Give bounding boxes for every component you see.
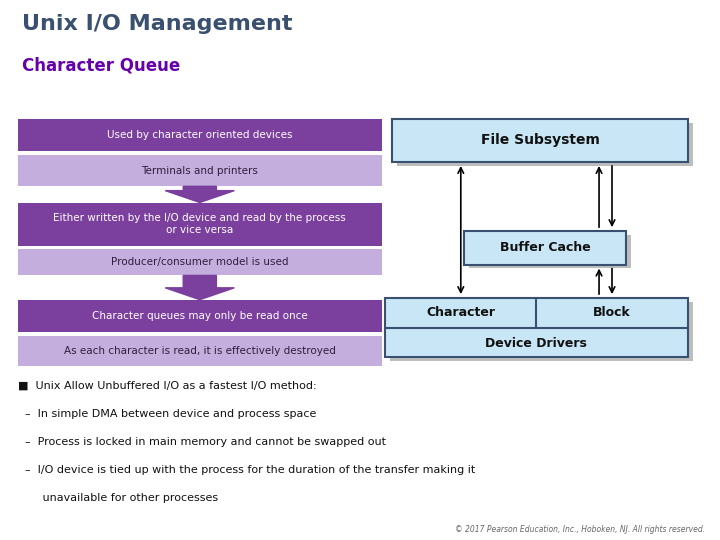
Text: File Subsystem: File Subsystem (480, 133, 600, 147)
Text: Used by character oriented devices: Used by character oriented devices (107, 130, 292, 140)
Text: Character Queue: Character Queue (22, 57, 180, 75)
FancyBboxPatch shape (18, 155, 382, 186)
FancyBboxPatch shape (469, 235, 631, 268)
Text: Unix I/O Management: Unix I/O Management (22, 14, 292, 33)
Text: –  Process is locked in main memory and cannot be swapped out: – Process is locked in main memory and c… (18, 437, 386, 447)
Polygon shape (166, 275, 235, 300)
Text: Character queues may only be read once: Character queues may only be read once (92, 311, 307, 321)
Text: Character: Character (426, 306, 495, 320)
Text: Buffer Cache: Buffer Cache (500, 241, 591, 254)
FancyBboxPatch shape (390, 302, 693, 361)
Text: Either written by the I/O device and read by the process
or vice versa: Either written by the I/O device and rea… (53, 213, 346, 235)
FancyBboxPatch shape (18, 202, 382, 246)
Text: Terminals and printers: Terminals and printers (141, 166, 258, 176)
FancyBboxPatch shape (397, 123, 693, 166)
Text: –  In simple DMA between device and process space: – In simple DMA between device and proce… (18, 409, 316, 419)
Text: unavailable for other processes: unavailable for other processes (18, 493, 218, 503)
Text: Block: Block (593, 306, 631, 320)
FancyBboxPatch shape (18, 249, 382, 275)
Polygon shape (166, 186, 235, 202)
FancyBboxPatch shape (385, 298, 688, 357)
FancyBboxPatch shape (18, 119, 382, 151)
FancyBboxPatch shape (18, 336, 382, 366)
Text: As each character is read, it is effectively destroyed: As each character is read, it is effecti… (64, 346, 336, 356)
Text: Producer/consumer model is used: Producer/consumer model is used (111, 258, 289, 267)
Text: –  I/O device is tied up with the process for the duration of the transfer makin: – I/O device is tied up with the process… (18, 465, 475, 475)
Text: ■  Unix Allow Unbuffered I/O as a fastest I/O method:: ■ Unix Allow Unbuffered I/O as a fastest… (18, 381, 317, 391)
FancyBboxPatch shape (392, 119, 688, 162)
Text: Device Drivers: Device Drivers (485, 337, 588, 350)
FancyBboxPatch shape (464, 231, 626, 265)
Text: © 2017 Pearson Education, Inc., Hoboken, NJ. All rights reserved.: © 2017 Pearson Education, Inc., Hoboken,… (456, 524, 706, 534)
FancyBboxPatch shape (18, 300, 382, 332)
